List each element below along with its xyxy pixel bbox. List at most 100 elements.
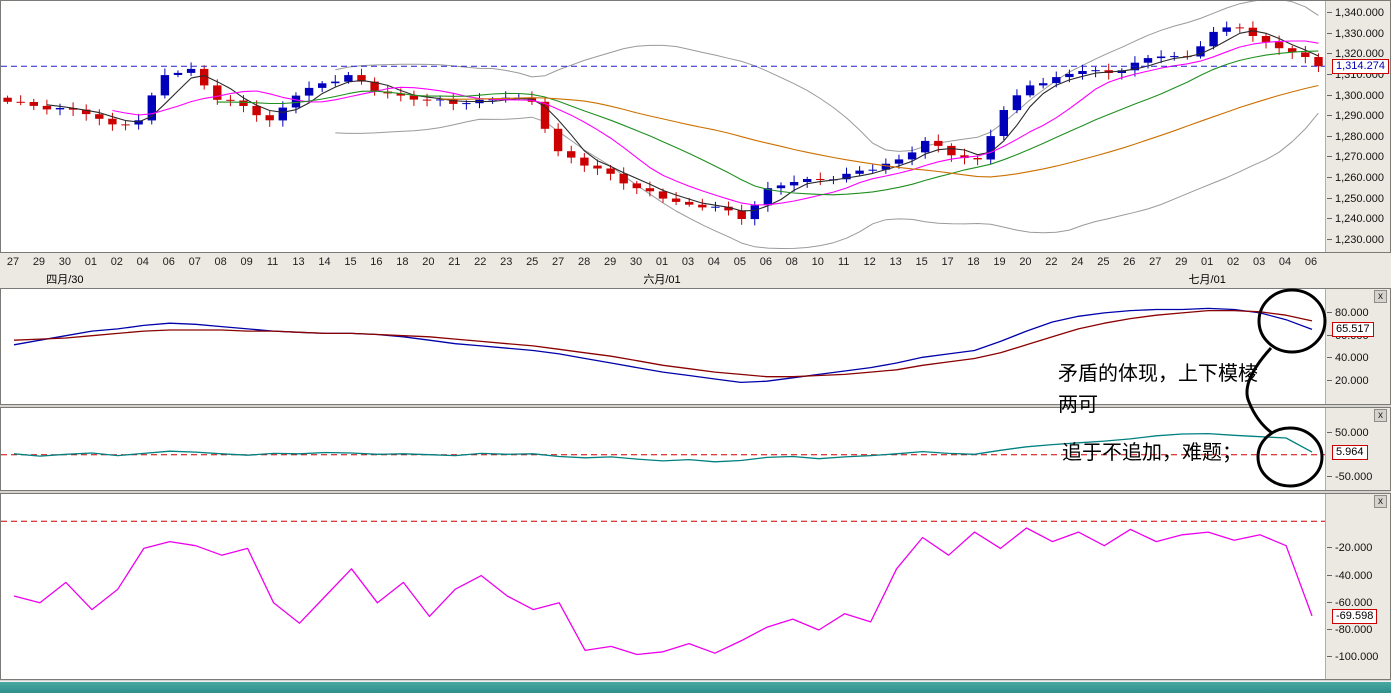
- date-tick-label: 27: [1149, 256, 1162, 268]
- date-tick-label: 10: [811, 256, 824, 268]
- indicator-middle-axis: x 5.964 50.000 -50.000: [1325, 408, 1390, 490]
- y-axis-label: 1,270.000: [1327, 151, 1384, 164]
- panel-close-button[interactable]: x: [1374, 290, 1387, 303]
- date-tick-label: 29: [32, 256, 46, 268]
- date-tick-label: 27: [6, 256, 20, 268]
- y-axis-label: 1,340.000: [1327, 7, 1384, 20]
- y-axis-label: 80.000: [1327, 306, 1369, 319]
- price-chart-panel: 1,314.274 1,340.000 1,330.000 1,320.000 1,3…: [0, 0, 1391, 253]
- date-tick-label: 07: [188, 256, 201, 268]
- date-tick-label: 06: [1304, 256, 1318, 268]
- date-tick-label: 14: [318, 256, 331, 268]
- month-label: 六月/01: [643, 274, 681, 286]
- date-tick-label: 11: [838, 256, 850, 268]
- annotation-text-1: 矛盾的体现，上下模棱: [1058, 363, 1258, 385]
- date-tick-label: 02: [1227, 256, 1240, 268]
- indicator-lower-canvas[interactable]: [1, 494, 1325, 679]
- y-axis-label: -100.000: [1326, 651, 1379, 664]
- date-tick-label: 18: [967, 256, 980, 268]
- y-axis-label: 20.000: [1327, 375, 1369, 388]
- y-axis-label: 1,330.000: [1327, 27, 1384, 40]
- indicator-upper-canvas[interactable]: [1, 289, 1325, 404]
- date-tick-label: 02: [110, 256, 123, 268]
- date-tick-label: 04: [1278, 256, 1292, 268]
- date-tick-label: 22: [1045, 256, 1058, 268]
- indicator-panel-middle: x 5.964 50.000 -50.000: [0, 407, 1391, 491]
- price-axis: 1,314.274 1,340.000 1,330.000 1,320.000 1,3…: [1325, 1, 1390, 252]
- date-tick-label: 01: [1201, 256, 1214, 268]
- date-tick-label: 06: [759, 256, 772, 268]
- date-tick-label: 25: [1097, 256, 1110, 268]
- date-tick-label: 16: [370, 256, 383, 268]
- date-tick-label: 19: [993, 256, 1006, 268]
- date-tick-label: 24: [1071, 256, 1084, 268]
- y-axis-label: 1,250.000: [1327, 192, 1384, 205]
- y-axis-label: -80.000: [1326, 624, 1373, 637]
- date-tick-label: 11: [266, 256, 279, 268]
- date-axis: 27 29 30 01 02 04 06 07 08 09 11 13 14 15 16 18 20 21 22 23…: [0, 253, 1391, 288]
- indicator-panel-lower: x -69.598 -20.000 -40.000 -60.000 -80.000 -1…: [0, 493, 1391, 680]
- date-tick-label: 01: [655, 256, 669, 268]
- indicator-lower-plot[interactable]: [1, 494, 1325, 679]
- date-tick-label: 12: [863, 256, 876, 268]
- panel-close-button[interactable]: x: [1374, 409, 1387, 422]
- date-tick-label: 13: [292, 256, 305, 268]
- annotation-text-2: 两可: [1058, 394, 1098, 416]
- date-tick-label: 08: [785, 256, 798, 268]
- panel-close-button[interactable]: x: [1374, 495, 1387, 508]
- date-tick-label: 03: [1252, 256, 1266, 268]
- y-axis-label: -40.000: [1326, 569, 1373, 582]
- date-tick-label: 23: [500, 256, 513, 268]
- price-chart-plot[interactable]: [1, 1, 1325, 252]
- indicator-lower-axis: x -69.598 -20.000 -40.000 -60.000 -80.000 -1…: [1325, 494, 1390, 679]
- date-tick-label: 30: [629, 256, 643, 268]
- last-price-label: 1,314.274: [1332, 59, 1389, 75]
- date-tick-label: 28: [577, 256, 591, 268]
- date-tick-label: 15: [915, 256, 928, 268]
- status-bar[interactable]: [0, 681, 1391, 693]
- y-axis-label: -50.000: [1326, 470, 1373, 483]
- date-tick-label: 29: [1175, 256, 1188, 268]
- y-axis-label: 1,300.000: [1327, 89, 1384, 102]
- date-tick-label: 18: [396, 256, 409, 268]
- y-axis-label: -60.000: [1326, 596, 1373, 609]
- y-axis-label: 50.000: [1327, 426, 1369, 439]
- indicator-upper-plot[interactable]: [1, 289, 1325, 404]
- price-chart-canvas[interactable]: [1, 1, 1325, 252]
- annotation-text-3: 追于不追加，难题；: [1062, 442, 1242, 464]
- date-tick-label: 01: [84, 256, 97, 268]
- y-axis-label: 1,320.000: [1327, 48, 1384, 61]
- y-axis-label: 1,260.000: [1327, 171, 1384, 184]
- indicator-upper-value-label: 65.517: [1332, 322, 1374, 338]
- indicator-middle-plot[interactable]: [1, 408, 1325, 490]
- y-axis-label: -20.000: [1326, 542, 1373, 555]
- indicator-middle-canvas[interactable]: [1, 408, 1325, 490]
- date-tick-label: 27: [552, 256, 565, 268]
- date-tick-label: 04: [707, 256, 721, 268]
- y-axis-label: 1,230.000: [1327, 233, 1384, 246]
- date-tick-label: 05: [733, 256, 746, 268]
- y-axis-label: 1,280.000: [1327, 130, 1384, 143]
- date-tick-label: 20: [1019, 256, 1032, 268]
- date-tick-label: 03: [681, 256, 695, 268]
- date-tick-label: 09: [240, 256, 253, 268]
- date-tick-label: 30: [58, 256, 72, 268]
- date-tick-label: 15: [344, 256, 357, 268]
- month-label: 七月/01: [1188, 274, 1226, 286]
- y-axis-label: 1,240.000: [1327, 213, 1384, 226]
- date-tick-label: 04: [136, 256, 149, 268]
- y-axis-label: 1,290.000: [1327, 110, 1384, 123]
- date-tick-label: 22: [474, 256, 487, 268]
- date-tick-label: 08: [214, 256, 227, 268]
- date-tick-label: 21: [448, 256, 461, 268]
- date-tick-label: 20: [422, 256, 435, 268]
- date-tick-label: 13: [889, 256, 902, 268]
- date-tick-label: 06: [162, 256, 175, 268]
- date-tick-label: 29: [603, 256, 617, 268]
- indicator-lower-value-label: -69.598: [1332, 608, 1378, 624]
- indicator-middle-value-label: 5.964: [1332, 445, 1368, 461]
- date-tick-label: 17: [941, 256, 954, 268]
- month-label: 四月/30: [46, 274, 84, 286]
